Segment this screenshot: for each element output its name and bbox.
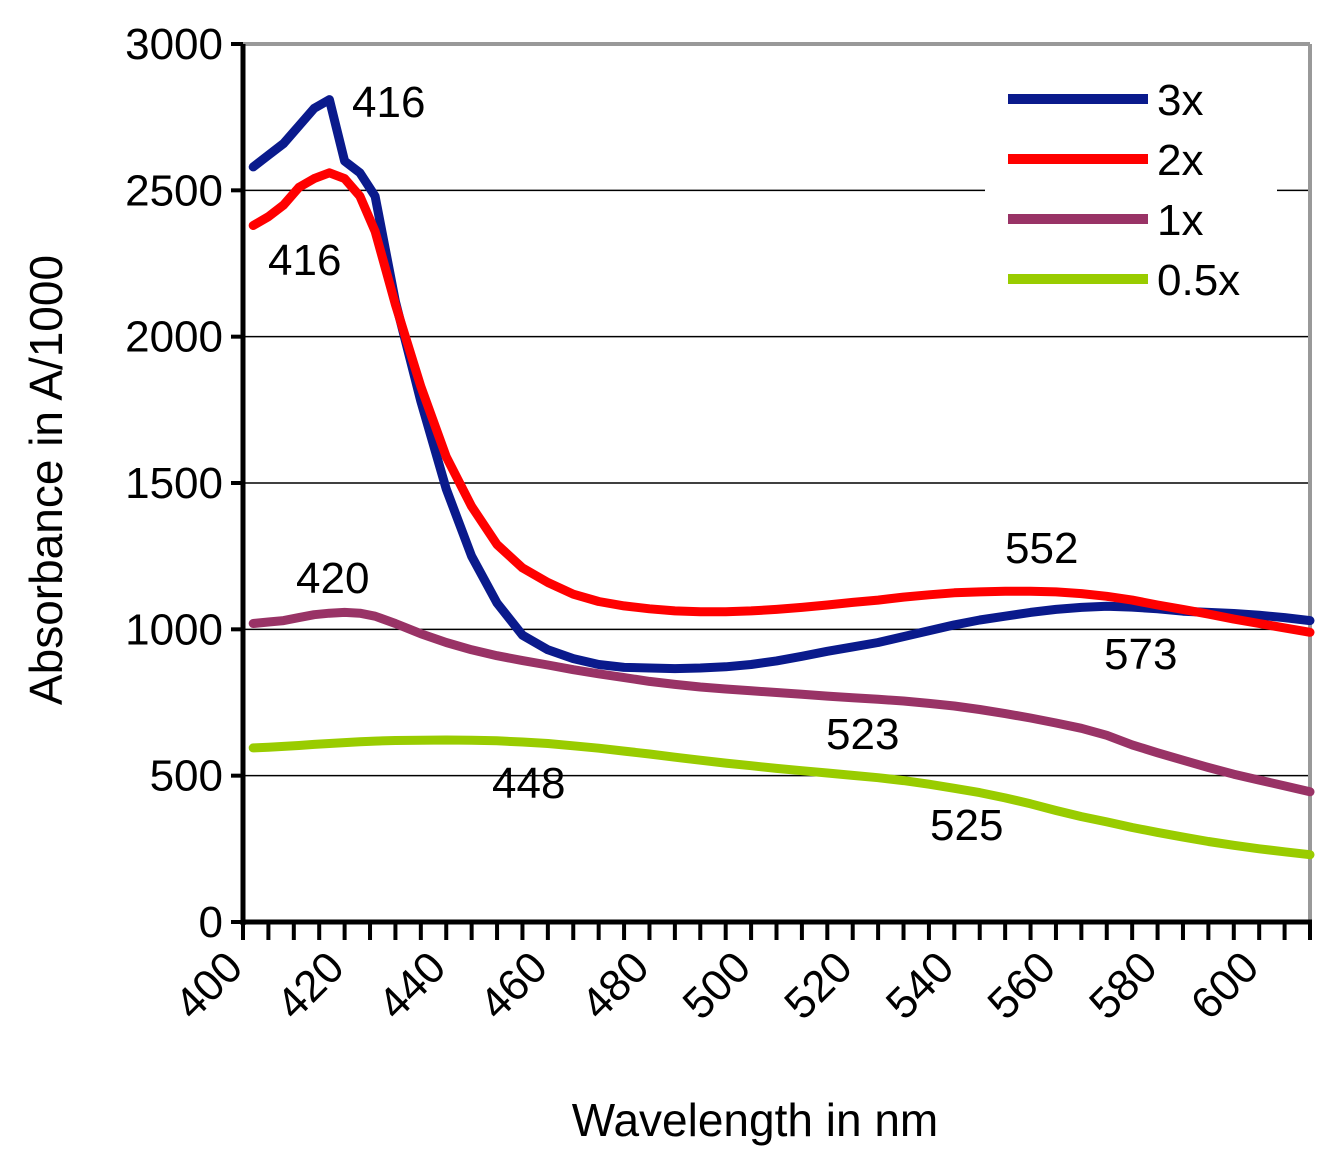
annotation-2x-shoulder: 552 bbox=[1005, 524, 1078, 573]
peak-annotations: 416 416 420 448 552 573 523 525 bbox=[268, 78, 1177, 850]
annotation-3x-shoulder: 573 bbox=[1104, 630, 1177, 679]
y-tick-label-1500: 1500 bbox=[125, 459, 223, 508]
legend-label-1x: 1x bbox=[1157, 196, 1203, 245]
series-line-0.5x bbox=[248, 735, 1315, 860]
y-tick-label-1000: 1000 bbox=[125, 605, 223, 654]
x-axis-title: Wavelength in nm bbox=[572, 1094, 938, 1146]
series-line-3x bbox=[248, 95, 1315, 674]
annotation-2x-peak: 416 bbox=[268, 236, 341, 285]
annotation-1x-peak: 420 bbox=[296, 554, 369, 603]
series-line-2x bbox=[248, 168, 1315, 637]
x-tick-label-540: 540 bbox=[877, 942, 964, 1029]
x-tick-label-460: 460 bbox=[470, 942, 557, 1029]
x-tick-label-520: 520 bbox=[775, 942, 862, 1029]
x-tick-label-500: 500 bbox=[674, 942, 761, 1029]
x-axis-ticks: 400 420 440 460 480 500 520 540 560 580 600 bbox=[166, 922, 1312, 1029]
x-tick-label-480: 480 bbox=[572, 942, 659, 1029]
x-tick-label-440: 440 bbox=[369, 942, 456, 1029]
annotation-0.5x-shoulder: 525 bbox=[930, 801, 1003, 850]
legend-label-3x: 3x bbox=[1157, 76, 1203, 125]
y-tick-label-500: 500 bbox=[150, 752, 223, 801]
x-tick-label-560: 560 bbox=[978, 942, 1065, 1029]
x-tick-label-400: 400 bbox=[166, 942, 253, 1029]
annotation-3x-peak: 416 bbox=[352, 78, 425, 127]
annotation-0.5x-peak: 448 bbox=[492, 759, 565, 808]
annotation-1x-shoulder: 523 bbox=[826, 710, 899, 759]
legend-label-0.5x: 0.5x bbox=[1157, 256, 1240, 305]
x-tick-label-420: 420 bbox=[267, 942, 354, 1029]
y-axis-ticks: 0 500 1000 1500 2000 2500 3000 bbox=[125, 20, 243, 947]
series-lines bbox=[248, 95, 1315, 860]
y-axis-title: Absorbance in A/1000 bbox=[20, 255, 72, 705]
y-tick-label-2500: 2500 bbox=[125, 166, 223, 215]
legend: 3x 2x 1x 0.5x bbox=[1008, 76, 1240, 305]
y-tick-label-3000: 3000 bbox=[125, 20, 223, 69]
y-tick-label-0: 0 bbox=[199, 898, 223, 947]
legend-label-2x: 2x bbox=[1157, 136, 1203, 185]
x-tick-label-580: 580 bbox=[1080, 942, 1167, 1029]
x-tick-label-600: 600 bbox=[1182, 942, 1269, 1029]
series-line-1x bbox=[248, 607, 1315, 797]
y-tick-label-2000: 2000 bbox=[125, 313, 223, 362]
